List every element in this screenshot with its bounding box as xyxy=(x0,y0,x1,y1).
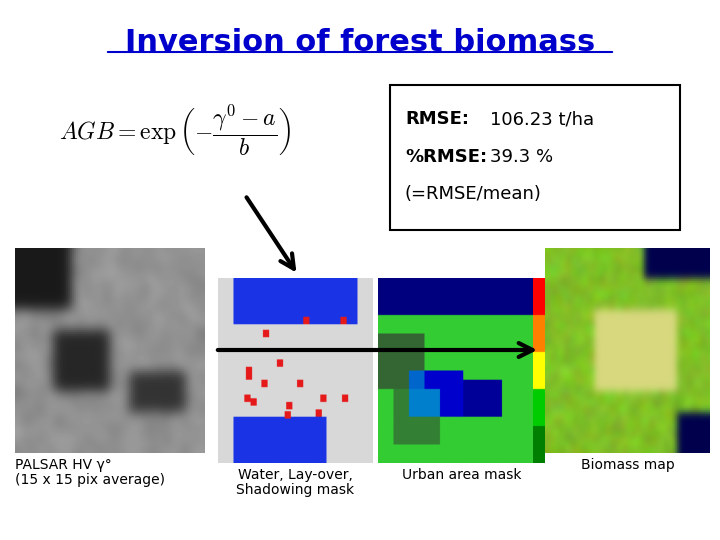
Text: 106.23 t/ha: 106.23 t/ha xyxy=(490,110,594,128)
Text: (=RMSE/mean): (=RMSE/mean) xyxy=(405,185,542,203)
Text: Water, Lay-over,: Water, Lay-over, xyxy=(238,468,353,482)
Text: Urban area mask: Urban area mask xyxy=(402,468,521,482)
Text: PALSAR HV γ°: PALSAR HV γ° xyxy=(15,458,112,472)
Text: Inversion of forest biomass: Inversion of forest biomass xyxy=(125,28,595,57)
Text: 39.3 %: 39.3 % xyxy=(490,148,553,166)
Text: RMSE:: RMSE: xyxy=(405,110,469,128)
Text: %RMSE:: %RMSE: xyxy=(405,148,487,166)
Text: $AGB = \exp\left(-\dfrac{\gamma^0 - a}{b}\right)$: $AGB = \exp\left(-\dfrac{\gamma^0 - a}{b… xyxy=(59,102,291,158)
Text: (15 x 15 pix average): (15 x 15 pix average) xyxy=(15,473,165,487)
Text: Biomass map: Biomass map xyxy=(580,458,675,472)
Bar xyxy=(390,85,680,230)
Text: Shadowing mask: Shadowing mask xyxy=(236,483,354,497)
